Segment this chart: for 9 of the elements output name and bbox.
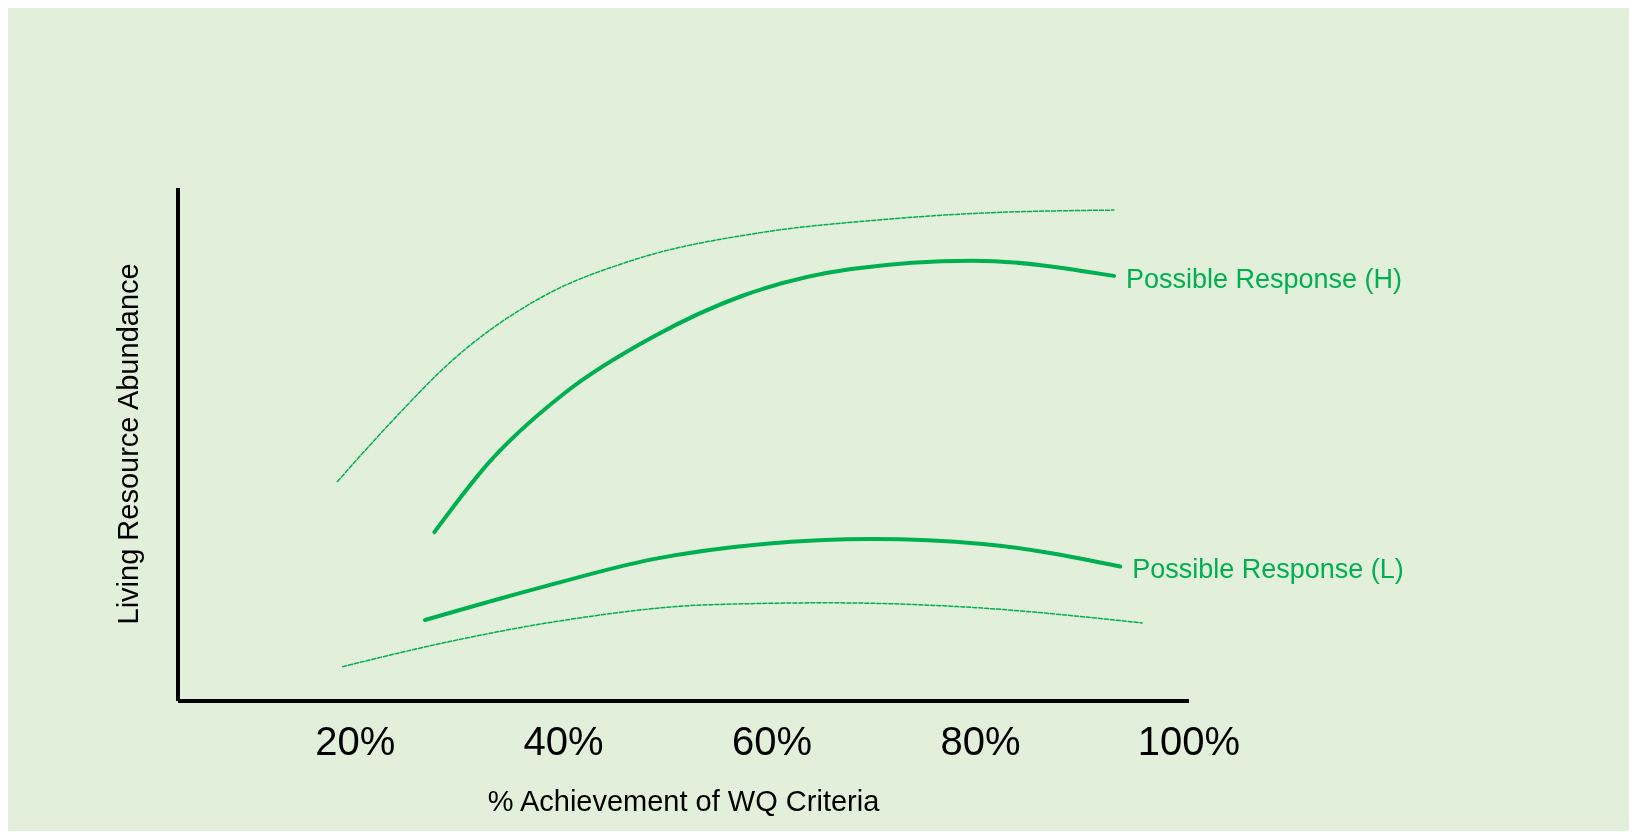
series-label: Possible Response (H) [1125,263,1403,294]
x-tick-label: 100% [1137,719,1241,764]
x-tick-label: 40% [523,719,604,764]
x-tick-label: 20% [315,719,396,764]
x-tick-label: 80% [940,719,1021,764]
x-axis-title: % Achievement of WQ Criteria [487,785,881,817]
series-label: Possible Response (L) [1132,554,1404,585]
x-tick-label: 60% [732,719,813,764]
y-axis-title: Living Resource Abundance [112,263,145,625]
